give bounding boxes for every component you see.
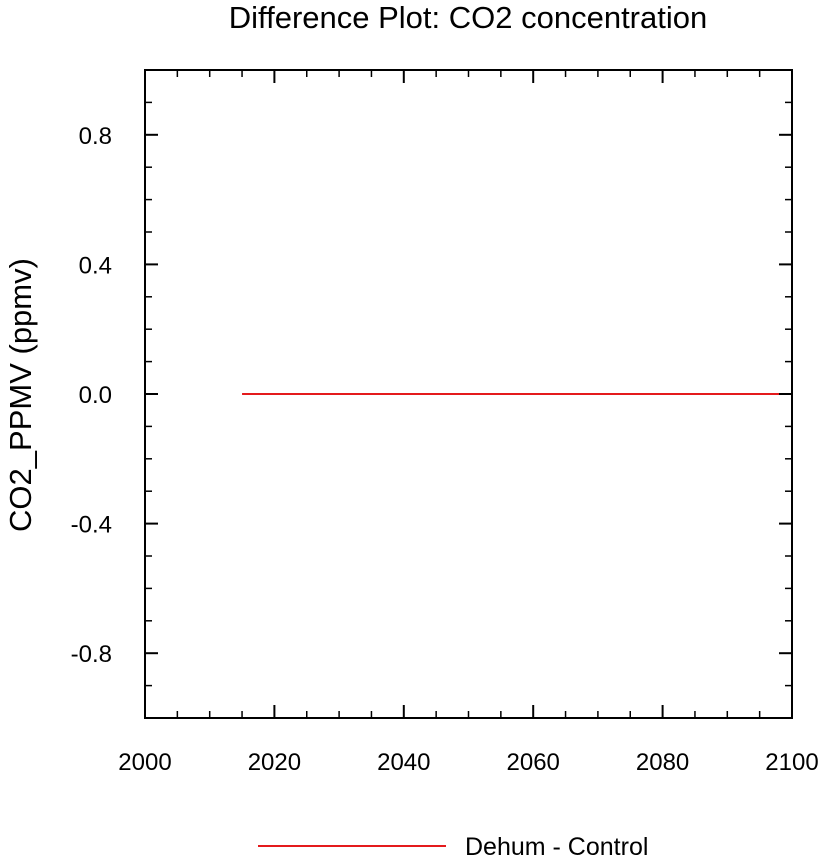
ticks-layer: 2000 2020 2040 2060 2080 2100 -0.8 -0.4 0.0 0.4 0.… [71, 69, 819, 776]
x-tick-label: 2020 [248, 749, 301, 776]
y-tick-label: 0.0 [79, 382, 112, 409]
plot-frame [144, 69, 793, 719]
x-tick-label: 2040 [377, 749, 430, 776]
plot-area: 2000 2020 2040 2060 2080 2100 -0.8 -0.4 0.0 0.4 0.… [71, 69, 819, 776]
chart-title: Difference Plot: CO2 concentration [229, 0, 707, 35]
y-tick-label: 0.8 [79, 123, 112, 150]
legend: Dehum - Control [258, 833, 648, 857]
y-axis-label: CO2_PPMV (ppmv) [3, 258, 38, 532]
x-tick-label: 2100 [765, 749, 818, 776]
y-tick-label: 0.4 [79, 252, 112, 279]
y-tick-label: -0.4 [71, 512, 112, 539]
y-tick-label: -0.8 [71, 641, 112, 668]
legend-label: Dehum - Control [465, 833, 648, 857]
x-tick-label: 2000 [118, 749, 171, 776]
x-tick-label: 2080 [636, 749, 689, 776]
x-tick-label: 2060 [507, 749, 560, 776]
